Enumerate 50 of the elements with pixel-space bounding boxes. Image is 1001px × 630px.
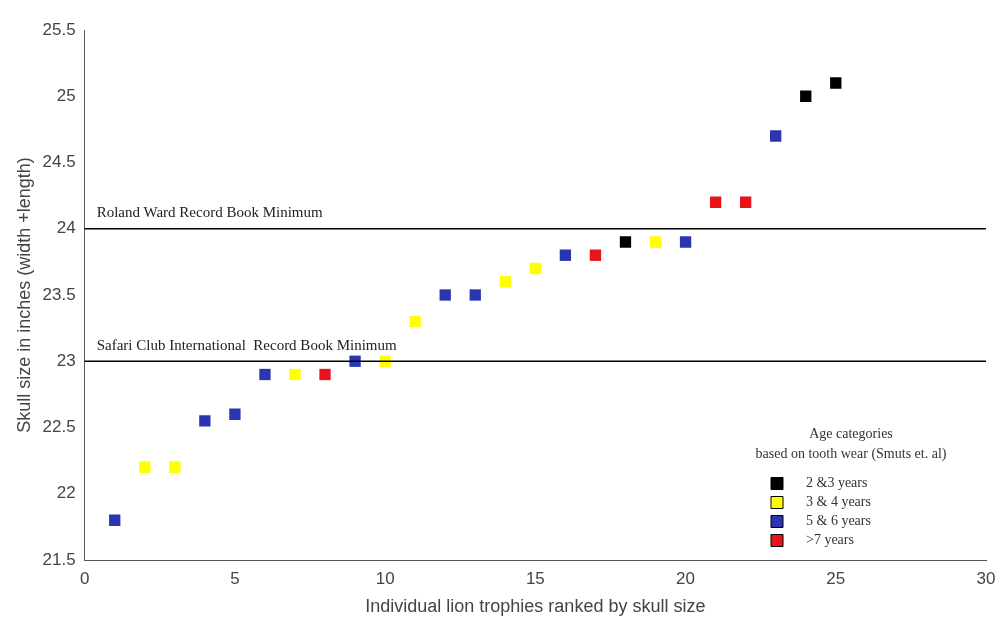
legend-label: 2 &3 years	[806, 475, 868, 491]
x-tick-label: 15	[525, 568, 545, 588]
y-tick-label: 21.5	[42, 549, 76, 569]
ref-line-label: Safari Club International Record Book Minimum	[96, 336, 397, 353]
point	[169, 461, 181, 473]
y-tick-label: 25.5	[42, 19, 76, 39]
x-axis-title: Individual lion trophies ranked by skull size	[365, 596, 706, 617]
y-tick-label: 24.5	[42, 152, 76, 172]
y-tick-label: 23.5	[42, 284, 76, 304]
x-tick-label: 20	[676, 568, 696, 588]
point	[259, 368, 271, 381]
point	[139, 461, 151, 473]
point	[319, 368, 331, 381]
point	[409, 315, 421, 328]
point	[469, 289, 481, 301]
x-tick-label: 0	[79, 568, 90, 588]
point	[559, 249, 572, 261]
point	[619, 236, 632, 248]
point	[800, 90, 812, 102]
point	[679, 236, 692, 248]
legend-label: 3 & 4 years	[806, 494, 871, 510]
y-tick-label: 22.5	[42, 417, 76, 437]
point	[830, 77, 842, 89]
point	[499, 276, 511, 288]
point	[649, 236, 662, 248]
point	[289, 368, 301, 381]
point	[349, 355, 361, 367]
y-tick-label: 23	[56, 350, 76, 370]
ref-line-label: Roland Ward Record Book Minimum	[96, 204, 324, 221]
x-tick-label: 25	[826, 568, 846, 588]
y-tick-label: 25	[56, 85, 76, 105]
point	[439, 289, 451, 301]
point	[109, 514, 121, 526]
y-tick-label: 22	[56, 483, 76, 503]
point	[589, 249, 602, 261]
y-axis-title: Skull size in inches (width +length)	[13, 157, 34, 433]
legend-title: Age categories based on tooth wear (Smuts et. al)	[755, 425, 947, 462]
point	[229, 408, 241, 420]
legend-label: 5 & 6 years	[806, 513, 871, 529]
y-tick-label: 24	[56, 218, 76, 238]
x-tick-label: 30	[976, 568, 996, 588]
x-tick-label: 10	[375, 568, 395, 588]
point	[379, 355, 391, 367]
x-tick-label: 5	[230, 568, 240, 588]
point	[199, 415, 211, 427]
point	[709, 196, 722, 208]
point	[739, 196, 752, 208]
point	[770, 130, 782, 142]
legend-label: >7 years	[806, 532, 854, 548]
point	[529, 262, 541, 275]
